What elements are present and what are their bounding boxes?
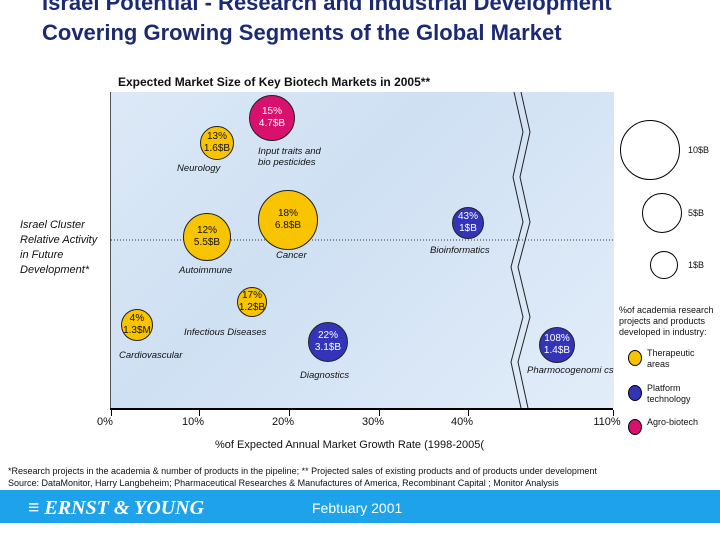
- bubble-growth: 4%: [129, 313, 145, 324]
- bubble: 17% 1.2$B: [237, 287, 267, 317]
- bubble: 12% 5.5$B: [183, 213, 231, 261]
- x-axis-label: %of Expected Annual Market Growth Rate (…: [215, 439, 485, 451]
- ernst-young-logo: ≡ ERNST & YOUNG: [28, 497, 205, 519]
- bubble-label: Bioinformatics: [430, 245, 490, 256]
- source-note: Source: DataMonitor, Harry Langbeheim; P…: [8, 478, 559, 488]
- bubble: 4% 1.3$M: [121, 309, 153, 341]
- legend-label: Platform technology: [647, 383, 691, 404]
- x-tick: [613, 410, 614, 416]
- y-axis-label: Israel Cluster Relative Activity in Futu…: [20, 219, 98, 276]
- bubble-growth: 15%: [261, 106, 282, 117]
- legend-swatch: [628, 385, 642, 401]
- bubble-growth: 13%: [206, 131, 227, 142]
- legend-label: Agro-biotech: [647, 417, 699, 427]
- x-tick: [289, 410, 290, 416]
- x-tick-label: 40%: [450, 416, 474, 428]
- bubble-size: 5.5$B: [193, 237, 221, 248]
- footer-bar: [0, 490, 720, 523]
- x-tick: [199, 410, 200, 416]
- bubble-size: 6.8$B: [274, 220, 302, 231]
- bubble-growth: 18%: [277, 208, 298, 219]
- bubble-label: Diagnostics: [300, 370, 350, 381]
- size-legend-label: 10$B: [688, 145, 710, 155]
- legend-swatch: [628, 350, 642, 366]
- x-tick: [379, 410, 380, 416]
- legend-title: %of academia research projects and produ…: [619, 305, 714, 337]
- bubble-label: Cardiovascular: [119, 350, 183, 361]
- bubble-size: 3.1$B: [314, 342, 342, 353]
- bubble: 43% 1$B: [452, 207, 484, 239]
- footnote: *Research projects in the academia & num…: [8, 466, 597, 476]
- bubble: 13% 1.6$B: [200, 126, 234, 160]
- x-tick-label: 20%: [271, 416, 295, 428]
- size-legend-label: 5$B: [688, 208, 705, 218]
- bubble-growth: 108%: [544, 333, 570, 344]
- plot-area: [110, 92, 614, 408]
- size-legend-label: 1$B: [688, 260, 705, 270]
- bubble-size: 1$B: [459, 223, 477, 234]
- bubble-size: 1.4$B: [543, 345, 571, 356]
- bubble-label: Cancer: [276, 250, 307, 261]
- x-tick-label: 110%: [593, 416, 621, 428]
- bubble-size: 1.6$B: [203, 143, 231, 154]
- bubble-growth: 12%: [196, 225, 217, 236]
- bubble: 108% 1.4$B: [539, 327, 575, 363]
- footer-date: Febtuary 2001: [312, 500, 403, 516]
- bubble: 22% 3.1$B: [308, 322, 348, 362]
- chart-title: Expected Market Size of Key Biotech Mark…: [118, 75, 431, 89]
- footnotes: *Research projects in the academia & num…: [8, 465, 597, 489]
- bubble-size: 1.3$M: [123, 325, 151, 336]
- bubble-growth: 22%: [317, 330, 338, 341]
- bubble-label: Neurology: [177, 163, 221, 174]
- legend-label: Therapeutic areas: [647, 348, 695, 369]
- bubble-growth: 17%: [241, 290, 262, 301]
- slide-title: Israel Potential - Research and Industri…: [42, 0, 612, 45]
- bubble: 15% 4.7$B: [249, 95, 295, 141]
- bubble-label: Autoimmune: [179, 265, 233, 276]
- legend-swatch: [628, 419, 642, 435]
- x-tick-label: 10%: [181, 416, 205, 428]
- x-tick-label: 30%: [361, 416, 385, 428]
- bubble: 18% 6.8$B: [258, 190, 318, 250]
- bubble-label: Infectious Diseases: [184, 327, 267, 338]
- bubble-size: 1.2$B: [238, 302, 266, 313]
- axis-break: [517, 92, 531, 408]
- x-tick: [468, 410, 469, 416]
- bubble-growth: 43%: [457, 211, 478, 222]
- axis-break: [510, 92, 524, 408]
- x-tick: [111, 410, 112, 416]
- x-tick-label: 0%: [97, 416, 113, 428]
- size-legend-circle: [650, 251, 678, 279]
- bubble-label: Input traits and bio pesticides: [258, 146, 321, 168]
- size-legend-circle: [620, 120, 680, 180]
- x-axis: [110, 408, 613, 410]
- bubble-label: Pharmocogenomi cs: [527, 365, 614, 376]
- bubble-size: 4.7$B: [258, 118, 286, 129]
- size-legend-circle: [642, 193, 682, 233]
